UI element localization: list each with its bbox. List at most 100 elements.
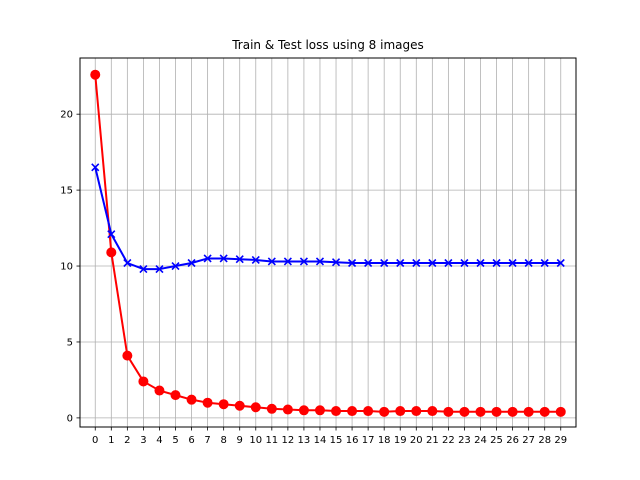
data-point xyxy=(170,390,181,401)
marker-stroke xyxy=(492,258,501,268)
data-point xyxy=(106,247,117,258)
marker-stroke xyxy=(315,257,325,266)
x-tick-label: 27 xyxy=(522,435,535,446)
data-point xyxy=(411,406,422,417)
data-point xyxy=(556,258,565,268)
data-point xyxy=(315,257,325,266)
data-point xyxy=(507,406,518,417)
data-point xyxy=(412,258,421,268)
data-point xyxy=(298,405,309,416)
x-tick-label: 10 xyxy=(249,435,262,446)
y-tick-label: 10 xyxy=(60,262,73,273)
data-point xyxy=(379,406,390,417)
x-tick-label: 3 xyxy=(140,435,146,446)
x-tick-label: 29 xyxy=(554,435,567,446)
data-point xyxy=(524,258,533,268)
marker-stroke xyxy=(187,258,196,268)
marker-stroke xyxy=(428,258,437,268)
data-point xyxy=(187,258,196,268)
x-tick-label: 13 xyxy=(298,435,311,446)
x-tick-label: 9 xyxy=(237,435,243,446)
y-tick-label: 0 xyxy=(67,413,73,424)
data-point xyxy=(282,404,293,415)
data-point xyxy=(540,258,549,268)
data-point xyxy=(202,397,213,408)
data-point xyxy=(460,258,469,268)
marker-stroke xyxy=(556,258,565,268)
marker-stroke xyxy=(91,163,100,172)
data-point xyxy=(491,406,502,417)
data-point xyxy=(428,258,437,268)
marker-stroke xyxy=(123,258,132,268)
marker-stroke xyxy=(412,258,421,268)
x-tick-label: 24 xyxy=(474,435,487,446)
data-point xyxy=(299,257,308,266)
x-tick-label: 7 xyxy=(204,435,210,446)
x-axis: 0 1 2 3 4 5 6 7 8 9 10 11 12 13 14 15 16 17 18 19 20 21 22 23 24… xyxy=(92,427,567,446)
data-point xyxy=(154,385,165,396)
marker-stroke xyxy=(540,258,549,268)
x-tick-label: 17 xyxy=(362,435,375,446)
grid xyxy=(80,58,576,427)
x-tick-label: 20 xyxy=(410,435,423,446)
marker-stroke xyxy=(203,254,212,263)
data-point xyxy=(539,406,550,417)
data-point xyxy=(476,258,485,268)
data-point xyxy=(364,258,373,268)
data-point xyxy=(331,258,341,267)
y-tick-label: 5 xyxy=(67,337,73,348)
marker-stroke xyxy=(283,257,292,266)
marker-stroke xyxy=(348,258,357,268)
x-tick-label: 0 xyxy=(92,435,98,446)
marker-stroke xyxy=(364,258,373,268)
x-tick-label: 2 xyxy=(124,435,130,446)
x-tick-label: 1 xyxy=(108,435,114,446)
x-tick-label: 26 xyxy=(506,435,519,446)
data-point xyxy=(235,255,244,264)
x-tick-label: 21 xyxy=(426,435,439,446)
data-point xyxy=(90,69,101,80)
data-point xyxy=(380,258,389,268)
marker-stroke xyxy=(235,255,244,264)
data-point xyxy=(203,254,212,263)
data-point xyxy=(475,406,486,417)
data-point xyxy=(555,406,566,417)
data-point xyxy=(186,394,197,405)
x-tick-label: 12 xyxy=(282,435,295,446)
data-point xyxy=(492,258,501,268)
data-point xyxy=(444,258,453,268)
x-tick-label: 18 xyxy=(378,435,391,446)
marker-stroke xyxy=(299,257,308,266)
data-point xyxy=(267,257,276,266)
data-point xyxy=(395,406,406,417)
data-point xyxy=(218,399,229,410)
x-tick-label: 16 xyxy=(346,435,359,446)
data-point xyxy=(508,258,517,268)
marker-stroke xyxy=(155,265,164,274)
data-point xyxy=(396,258,405,268)
marker-stroke xyxy=(476,258,485,268)
data-point xyxy=(283,257,292,266)
data-point xyxy=(122,350,133,361)
data-point xyxy=(314,405,325,416)
marker-stroke xyxy=(331,258,341,267)
y-axis: 0 5 10 15 20 xyxy=(60,110,80,424)
x-tick-label: 22 xyxy=(442,435,455,446)
x-tick-label: 14 xyxy=(314,435,327,446)
marker-stroke xyxy=(396,258,405,268)
x-tick-label: 23 xyxy=(458,435,471,446)
marker-stroke xyxy=(107,230,116,239)
marker-stroke xyxy=(508,258,517,268)
x-tick-label: 19 xyxy=(394,435,407,446)
data-point xyxy=(219,254,228,263)
data-point xyxy=(331,406,342,417)
chart-title: Train & Test loss using 8 images xyxy=(231,38,424,52)
data-point xyxy=(171,261,180,271)
y-tick-label: 20 xyxy=(60,110,73,121)
data-point xyxy=(443,406,454,417)
series-1 xyxy=(91,163,565,274)
data-point xyxy=(427,406,438,417)
data-point xyxy=(523,406,534,417)
series-0 xyxy=(90,69,566,417)
